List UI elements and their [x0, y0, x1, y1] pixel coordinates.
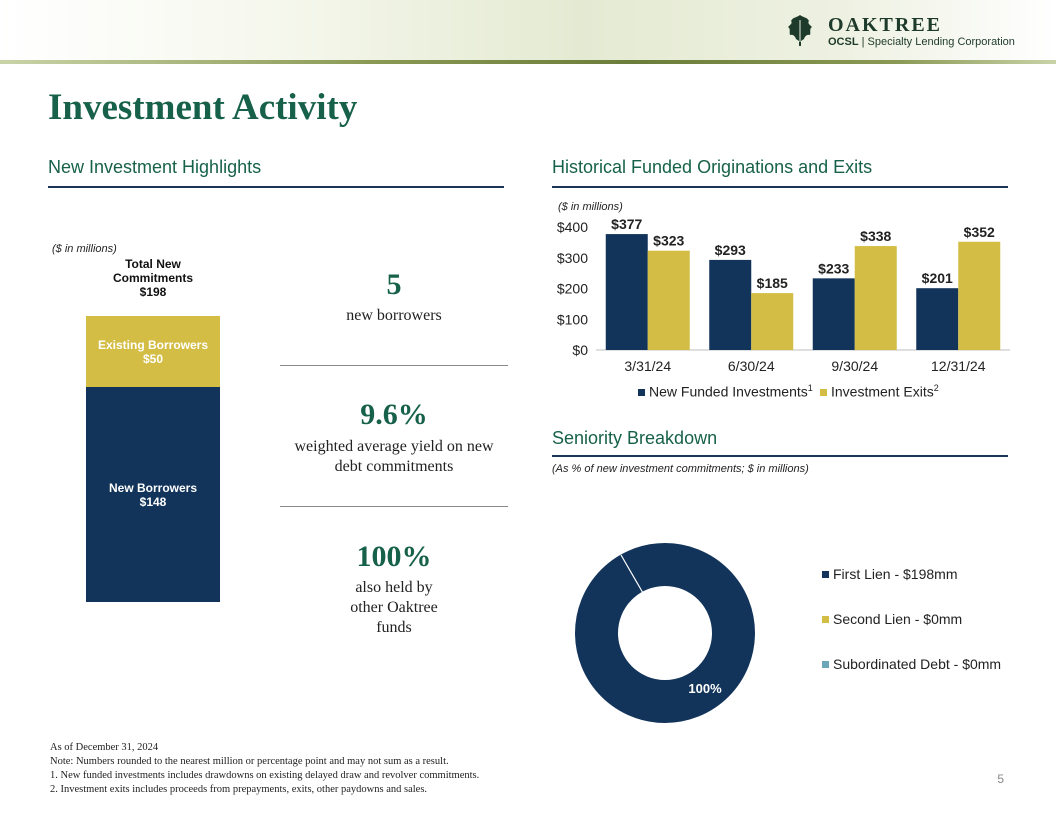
total-commitments-label: Total New Commitments $198 — [112, 257, 193, 299]
originations-units-note: ($ in millions) — [558, 201, 623, 213]
stat-yield-value: 9.6% — [360, 398, 428, 431]
highlights-rule — [48, 186, 504, 188]
originations-bar-chart: $0 $100 $200 $300 $400 $377 $323 3/31/24 $293 $18… — [557, 216, 1010, 374]
legend-swatch — [820, 388, 827, 396]
donut-slice — [575, 543, 755, 723]
originations-rule — [552, 186, 1008, 188]
existing-borrowers-segment: Existing Borrowers $50 — [86, 316, 220, 387]
brand-subtitle: OCSL | Specialty Lending Corporation — [828, 36, 1015, 48]
bar — [854, 246, 897, 350]
legend-swatch — [822, 571, 829, 578]
highlights-heading: New Investment Highlights — [48, 157, 262, 177]
existing-borrowers-label: Existing Borrowers $50 — [97, 338, 209, 366]
footnote-1: 1. New funded investments includes drawd… — [50, 770, 480, 781]
y-tick-label: $100 — [557, 311, 588, 327]
y-tick-label: $400 — [557, 219, 588, 235]
stat-yield-text: weighted average yield on new debt commi… — [294, 438, 494, 475]
bar-legend-new-funded: New Funded Investments1 — [638, 383, 813, 400]
seniority-heading: Seniority Breakdown — [552, 428, 718, 448]
donut-separator — [620, 554, 644, 594]
donut-legend-subordinated: Subordinated Debt - $0mm — [822, 656, 1001, 672]
bar-data-label: $352 — [964, 224, 995, 240]
legend-swatch — [822, 661, 829, 668]
donut-legend-first-lien: First Lien - $198mm — [822, 566, 957, 582]
bar-data-label: $377 — [611, 216, 642, 232]
header-banner — [0, 0, 1056, 62]
legend-swatch — [638, 388, 645, 396]
y-tick-label: $300 — [557, 250, 588, 266]
bar-data-label: $201 — [922, 270, 953, 286]
stat-divider — [280, 506, 508, 507]
x-tick-label: 3/31/24 — [624, 358, 671, 374]
page-number: 5 — [997, 772, 1004, 786]
oak-leaf-icon — [788, 15, 812, 46]
new-borrowers-segment: New Borrowers $148 — [86, 387, 220, 602]
bar — [751, 293, 794, 350]
seniority-rule — [552, 455, 1008, 457]
bar — [647, 250, 690, 350]
y-tick-label: $200 — [557, 281, 588, 297]
x-tick-label: 6/30/24 — [728, 358, 775, 374]
bar — [958, 241, 1001, 350]
stat-new-borrowers-value: 5 — [386, 268, 402, 301]
footer-note: Note: Numbers rounded to the nearest mil… — [50, 756, 449, 767]
originations-heading: Historical Funded Originations and Exits — [552, 157, 873, 177]
bar — [812, 278, 855, 350]
bar-data-label: $293 — [715, 242, 746, 258]
bar — [916, 288, 959, 350]
stat-coinvest-value: 100% — [356, 540, 432, 573]
bar — [605, 234, 648, 350]
footer-notes: As of December 31, 2024 Note: Numbers ro… — [50, 741, 479, 797]
stat-coinvest-text: also held by other Oaktree funds — [350, 579, 438, 636]
stat-new-borrowers-text: new borrowers — [346, 307, 442, 324]
bar-data-label: $233 — [818, 260, 849, 276]
seniority-note: (As % of new investment commitments; $ i… — [552, 463, 809, 475]
footnote-2: 2. Investment exits includes proceeds fr… — [50, 784, 428, 795]
new-borrowers-label: New Borrowers $148 — [108, 481, 198, 509]
bar-data-label: $185 — [757, 275, 788, 291]
y-tick-label: $0 — [572, 342, 588, 358]
seniority-donut-chart: 100% — [575, 543, 755, 723]
donut-data-label: 100% — [688, 681, 722, 696]
header-rule — [0, 60, 1056, 64]
bar-data-label: $338 — [860, 228, 891, 244]
bar-legend-exits: Investment Exits2 — [820, 383, 939, 400]
bar-data-label: $323 — [653, 233, 684, 249]
x-tick-label: 12/31/24 — [931, 358, 986, 374]
stat-divider — [280, 365, 508, 366]
brand-name: OAKTREE — [828, 14, 943, 36]
oaktree-logo: OAKTREE OCSL | Specialty Lending Corpora… — [782, 12, 1022, 52]
bar — [709, 259, 752, 350]
legend-swatch — [822, 616, 829, 623]
donut-legend-second-lien: Second Lien - $0mm — [822, 611, 962, 627]
x-tick-label: 9/30/24 — [831, 358, 878, 374]
footer-as-of: As of December 31, 2024 — [50, 742, 159, 753]
highlights-units-note: ($ in millions) — [52, 243, 117, 255]
page-title: Investment Activity — [48, 87, 358, 128]
